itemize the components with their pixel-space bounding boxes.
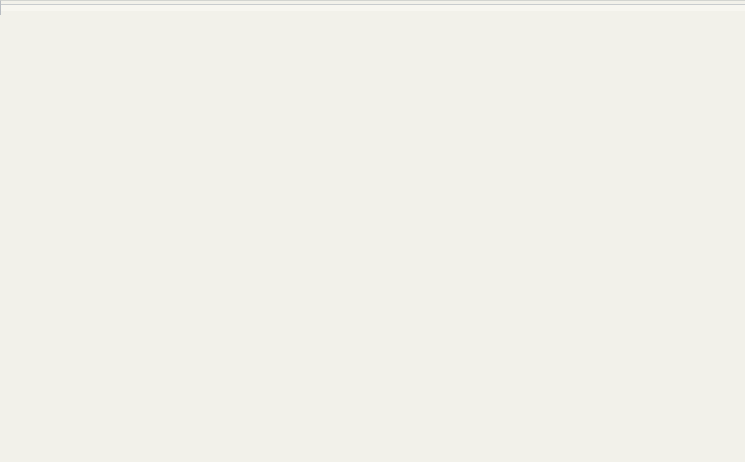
- totals-separator: [1, 5, 745, 11]
- partial-row-top: [1, 1, 745, 5]
- livestock-price-table: [0, 0, 745, 15]
- partial-row-bottom: [1, 11, 745, 15]
